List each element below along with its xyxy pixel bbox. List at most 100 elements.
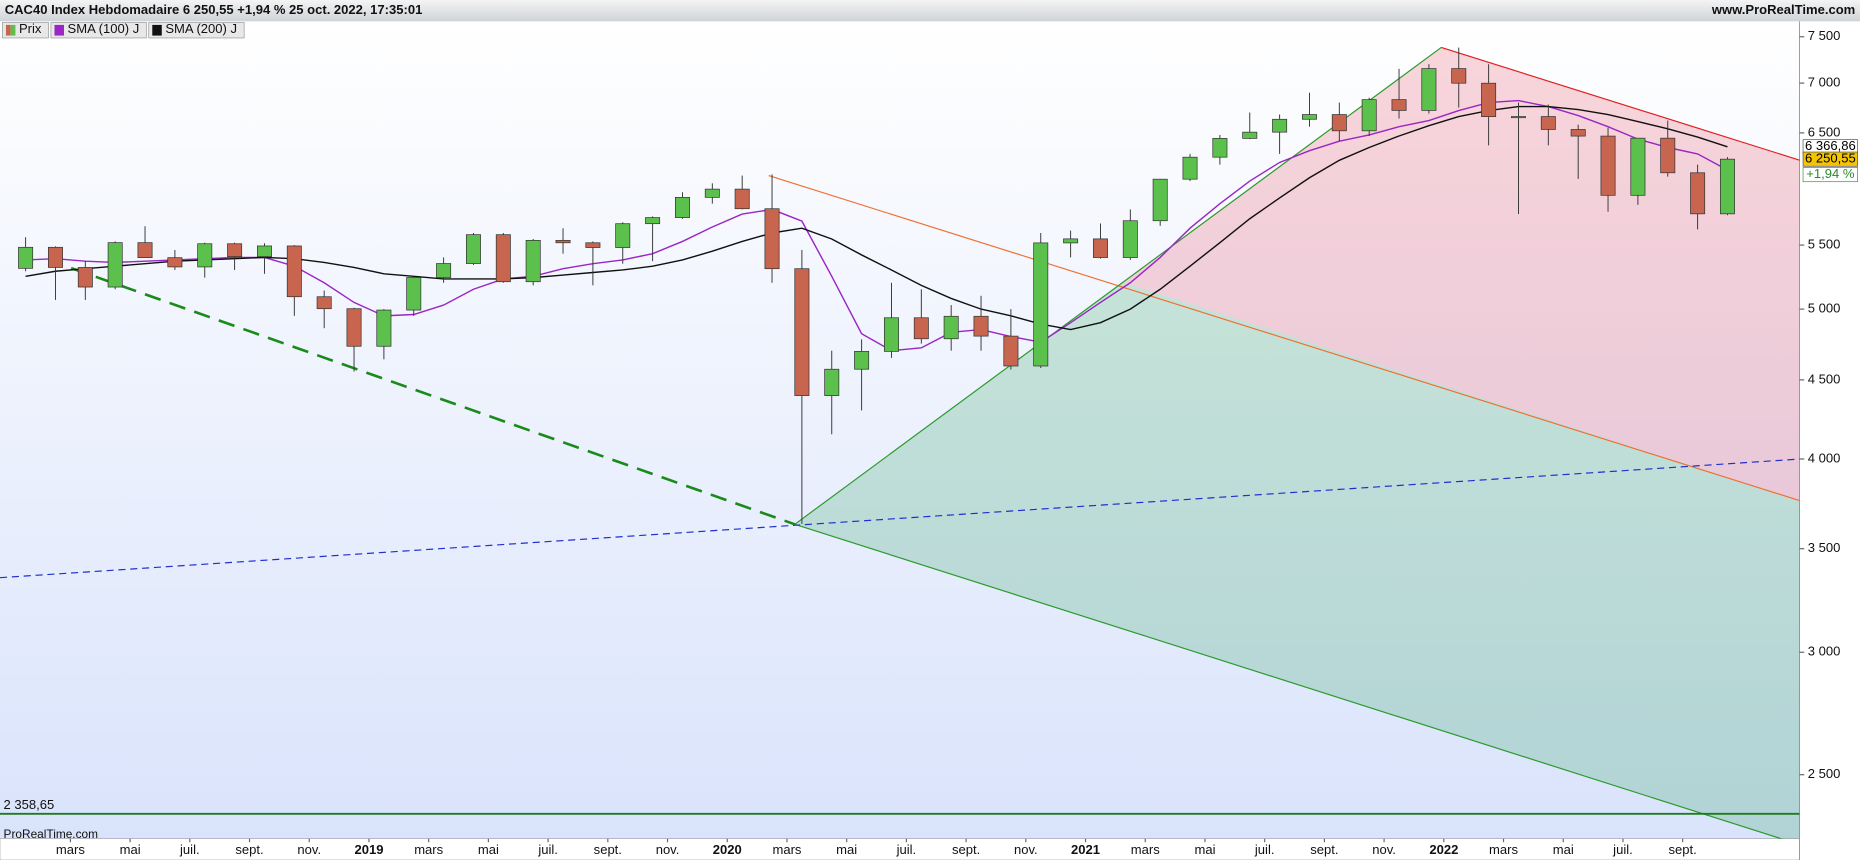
blue-dashed-line bbox=[0, 458, 1800, 579]
x-tick-label: sept. bbox=[1669, 842, 1697, 857]
y-tick-label: 7 000 bbox=[1808, 75, 1841, 90]
candle-body bbox=[47, 246, 63, 268]
candle-body bbox=[1182, 156, 1198, 180]
x-tick-label: mars bbox=[772, 842, 801, 857]
x-tick-label: 2021 bbox=[1071, 842, 1100, 857]
marks: 2 358,65 bbox=[0, 47, 1800, 815]
candle-body bbox=[615, 223, 631, 248]
candle-body bbox=[1242, 131, 1258, 139]
x-tick-label: mars bbox=[1489, 842, 1518, 857]
candle-body bbox=[316, 296, 332, 310]
candle-body bbox=[107, 242, 123, 288]
candle-body bbox=[1331, 114, 1347, 132]
x-tick-label: juil. bbox=[537, 842, 558, 857]
y-tick-label: 6 500 bbox=[1808, 124, 1841, 139]
candle-body bbox=[1660, 137, 1676, 174]
x-tick-label: sept. bbox=[235, 842, 263, 857]
candle-body bbox=[525, 239, 541, 283]
chart-title: CAC40 Index Hebdomadaire 6 250,55 +1,94 … bbox=[5, 2, 423, 17]
legend-item: SMA (100) J bbox=[50, 21, 147, 39]
y-tick-label: 2 500 bbox=[1808, 766, 1841, 781]
candle-body bbox=[465, 234, 481, 264]
x-tick-label: mai bbox=[836, 842, 857, 857]
candle-body bbox=[943, 315, 959, 340]
x-tick-label: 2019 bbox=[354, 842, 383, 857]
last-value-box bbox=[1802, 151, 1858, 167]
candle-body bbox=[1122, 220, 1138, 258]
candle-body bbox=[645, 217, 661, 225]
candle-body bbox=[794, 268, 810, 396]
x-tick-label: juil. bbox=[1254, 842, 1275, 857]
candle-body bbox=[824, 368, 840, 396]
candle-body bbox=[1003, 335, 1019, 367]
legend-swatch bbox=[10, 24, 16, 36]
x-tick-label: sept. bbox=[1310, 842, 1338, 857]
candle-body bbox=[1600, 135, 1616, 196]
change-box bbox=[1802, 167, 1858, 183]
candle-body bbox=[256, 245, 272, 258]
candle-body bbox=[1301, 114, 1317, 120]
x-tick-label: mai bbox=[120, 842, 141, 857]
legend-item: SMA (200) J bbox=[148, 21, 245, 39]
candle-body bbox=[555, 239, 571, 244]
candle-body bbox=[495, 234, 511, 283]
candle-body bbox=[585, 242, 601, 248]
candle-body bbox=[18, 246, 34, 269]
candle-body bbox=[1092, 238, 1108, 258]
legend-box bbox=[148, 22, 245, 39]
x-tick-label: mai bbox=[478, 842, 499, 857]
candle-body bbox=[1063, 238, 1079, 244]
level-label: 2 358,65 bbox=[4, 797, 55, 812]
x-tick-label: nov. bbox=[297, 842, 321, 857]
candle-body bbox=[1361, 99, 1377, 132]
candle-body bbox=[764, 208, 780, 270]
legend-label: SMA (200) J bbox=[165, 21, 237, 36]
header-bar bbox=[0, 0, 1860, 22]
candle-body bbox=[227, 243, 243, 258]
candle-body bbox=[286, 245, 302, 298]
candle-body bbox=[1510, 116, 1526, 119]
falling-line bbox=[794, 523, 1783, 839]
x-tick-label: 2020 bbox=[713, 842, 742, 857]
x-tick-label: nov. bbox=[1372, 842, 1396, 857]
change-label: +1,94 % bbox=[1806, 166, 1855, 181]
plot-area bbox=[0, 21, 1800, 839]
x-tick-label: 2022 bbox=[1429, 842, 1458, 857]
candle-body bbox=[406, 277, 422, 311]
last-value-label: 6 366,86 bbox=[1805, 138, 1856, 153]
candle-body bbox=[704, 188, 720, 198]
candle-body bbox=[854, 351, 870, 370]
candle-body bbox=[1690, 172, 1706, 215]
dashed-trendline bbox=[70, 266, 796, 526]
x-tick-label: sept. bbox=[952, 842, 980, 857]
candle-body bbox=[973, 315, 989, 337]
candle-body bbox=[1481, 82, 1497, 118]
sma-line bbox=[25, 105, 1728, 331]
legend-swatch bbox=[5, 24, 11, 36]
legend-item: Prix bbox=[2, 21, 49, 39]
watermark: ProRealTime.com bbox=[4, 827, 99, 841]
legend-label: Prix bbox=[19, 21, 42, 36]
x-tick-label: mai bbox=[1553, 842, 1574, 857]
candle-body bbox=[674, 197, 690, 218]
x-tick-label: mars bbox=[1131, 842, 1160, 857]
legend-label: SMA (100) J bbox=[68, 21, 140, 36]
x-tick-label: mars bbox=[56, 842, 85, 857]
y-tick-label: 7 500 bbox=[1808, 28, 1841, 43]
sma-line bbox=[25, 99, 1728, 352]
candle-body bbox=[883, 317, 899, 352]
candle-body bbox=[1630, 137, 1646, 196]
x-tick-label: nov. bbox=[1014, 842, 1038, 857]
candle-body bbox=[1570, 129, 1586, 137]
candle-body bbox=[1033, 242, 1049, 367]
candle-body bbox=[734, 188, 750, 210]
x-tick-label: nov. bbox=[656, 842, 680, 857]
candle-body bbox=[77, 267, 93, 288]
y-tick-label: 5 000 bbox=[1808, 301, 1841, 316]
candle-body bbox=[1540, 116, 1556, 130]
x-tick-label: sept. bbox=[594, 842, 622, 857]
y-tick-label: 4 500 bbox=[1808, 371, 1841, 386]
y-tick-label: 4 000 bbox=[1808, 450, 1841, 465]
candle-body bbox=[197, 243, 213, 268]
